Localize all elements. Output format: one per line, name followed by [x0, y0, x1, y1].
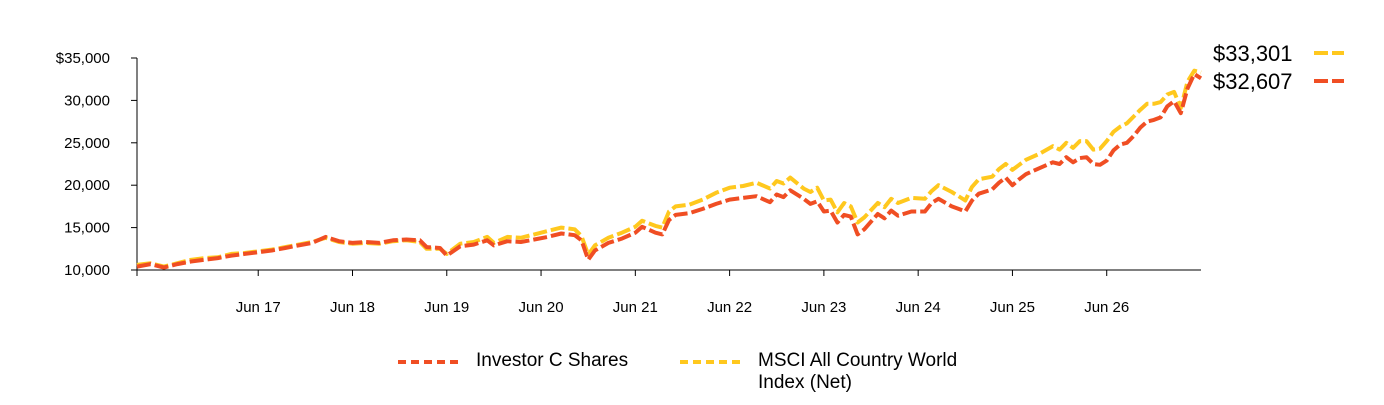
end-value-label-msci: $33,301 [1213, 41, 1293, 66]
series-line-investor-c [136, 72, 1203, 270]
x-tick-label: Jun 18 [330, 299, 375, 316]
legend-label-investor-c: Investor C Shares [476, 350, 629, 371]
y-tick-label: 15,000 [64, 220, 110, 237]
legend-item-investor-c: Investor C Shares [398, 350, 628, 372]
legend: Investor C Shares MSCI All Country World… [0, 350, 1384, 400]
legend-swatch-investor-c [398, 360, 458, 364]
legend-item-msci: MSCI All Country World Index (Net) [680, 350, 998, 394]
x-axis: Jun 17 Jun 18 Jun 19 Jun 20 Jun 21 Jun 22 Jun … [136, 269, 1201, 316]
x-tick-label: Jun 22 [707, 299, 752, 316]
end-value-label-investor-c: $32,607 [1213, 69, 1293, 94]
x-tick-label: Jun 23 [801, 299, 846, 316]
x-tick-label: Jun 17 [236, 299, 281, 316]
end-labels: $33,301 $32,607 [1213, 41, 1344, 94]
y-tick-label: $35,000 [56, 50, 110, 67]
x-tick-label: Jun 20 [519, 299, 564, 316]
x-tick-label: Jun 26 [1084, 299, 1129, 316]
legend-swatch-msci [680, 360, 740, 364]
x-tick-label: Jun 24 [896, 299, 941, 316]
chart: $35,000 30,000 25,000 20,000 15,000 10,000 Ju… [56, 41, 1344, 316]
x-tick-label: Jun 19 [424, 299, 469, 316]
x-tick-label: Jun 21 [613, 299, 658, 316]
series-lines [136, 68, 1203, 270]
y-tick-label: 30,000 [64, 92, 110, 109]
y-axis: $35,000 30,000 25,000 20,000 15,000 10,000 [56, 50, 138, 279]
legend-label-msci: MSCI All Country World Index (Net) [758, 350, 958, 393]
y-tick-label: 20,000 [64, 177, 110, 194]
x-tick-label: Jun 25 [990, 299, 1035, 316]
y-tick-label: 25,000 [64, 135, 110, 152]
y-tick-label: 10,000 [64, 262, 110, 279]
